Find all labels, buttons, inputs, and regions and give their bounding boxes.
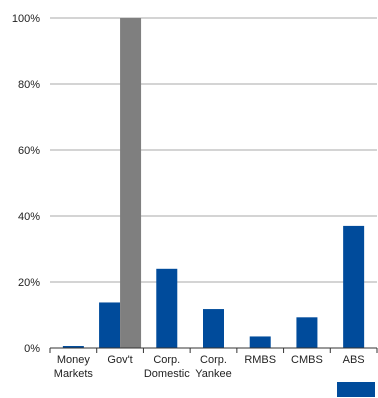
x-tick-label-line: Money [57,354,91,366]
y-tick-label: 20% [18,277,40,289]
y-tick-label: 60% [18,145,40,157]
x-tick-label-line: RMBS [244,354,276,366]
x-tick-label: Gov't [107,354,132,366]
x-tick-label: RMBS [244,354,276,366]
x-tick-label-line: CMBS [291,354,323,366]
x-tick-label-line: Corp. [200,354,227,366]
bar [62,346,84,348]
bar [203,309,224,348]
x-tick-label-line: ABS [343,354,365,366]
x-tick-label-line: Gov't [107,354,132,366]
x-axis-tick-labels: Money Markets Gov't Corp. Domestic Corp. Yanke… [54,354,365,380]
bar [343,225,365,348]
x-tick-label-line: Yankee [195,368,232,380]
bar [120,18,142,348]
legend-swatch [337,382,375,397]
x-tick-label-line: Corp. [153,354,180,366]
y-tick-label: 40% [18,211,40,223]
legend [337,382,375,397]
bar [156,268,178,348]
y-tick-label: 80% [18,79,40,91]
y-tick-label: 100% [12,13,40,25]
x-tick-label-line: Domestic [144,368,190,380]
y-axis-tick-labels: 0% 20% 40% 60% 80% 100% [12,13,40,355]
gridlines [50,17,377,283]
x-tick-label: ABS [343,354,365,366]
x-tick-label-line: Markets [54,368,94,380]
bar [99,302,121,348]
x-tick-label: CMBS [291,354,323,366]
bars [62,18,365,348]
bar [296,317,318,348]
y-tick-label: 0% [24,343,40,355]
x-tick-label: Money Markets [54,354,94,380]
x-tick-label: Corp. Domestic [144,354,190,380]
x-axis [49,347,378,353]
bar [249,336,271,348]
x-tick-label: Corp. Yankee [195,354,232,380]
